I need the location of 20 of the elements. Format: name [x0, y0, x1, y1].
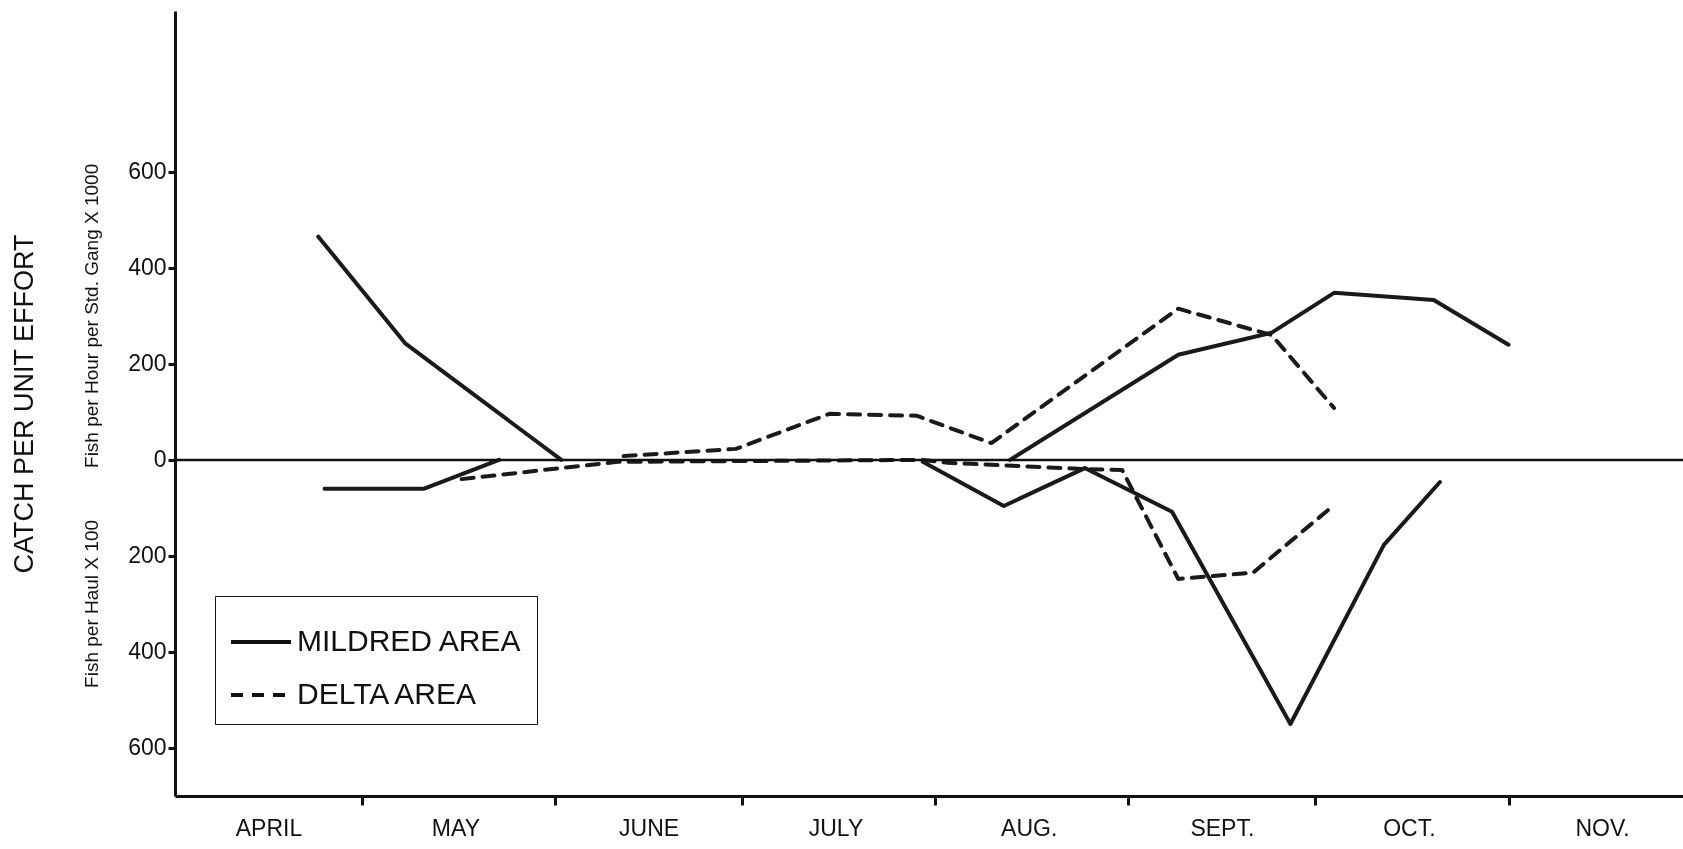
x-tick-label: MAY	[431, 814, 480, 841]
x-tick-label: SEPT.	[1190, 814, 1255, 841]
y-tick-label: 600	[128, 734, 167, 761]
x-tick-label: JULY	[808, 814, 864, 841]
y-tick-label: 0	[153, 446, 167, 473]
text: Fish per Hour per Std. Gang X 1000	[81, 163, 102, 468]
x-tick-label: JUNE	[619, 814, 680, 841]
y-tick-label: 400	[128, 254, 167, 281]
x-tick-label: OCT.	[1383, 814, 1436, 841]
legend-label: DELTA AREA	[297, 677, 476, 710]
y-tick-label: 600	[128, 158, 167, 185]
x-tick-label: APRIL	[235, 814, 303, 841]
y-axis-title: CATCH PER UNIT EFFORT	[8, 234, 39, 574]
y-tick-label: 200	[128, 350, 167, 377]
legend-label: MILDRED AREA	[297, 624, 521, 657]
x-tick-label: NOV.	[1575, 814, 1630, 841]
y-tick-label: 400	[128, 638, 167, 665]
x-tick-label: AUG.	[1001, 814, 1058, 841]
text: Fish per Haul X 100	[81, 519, 102, 688]
y-tick-label: 200	[128, 542, 167, 569]
